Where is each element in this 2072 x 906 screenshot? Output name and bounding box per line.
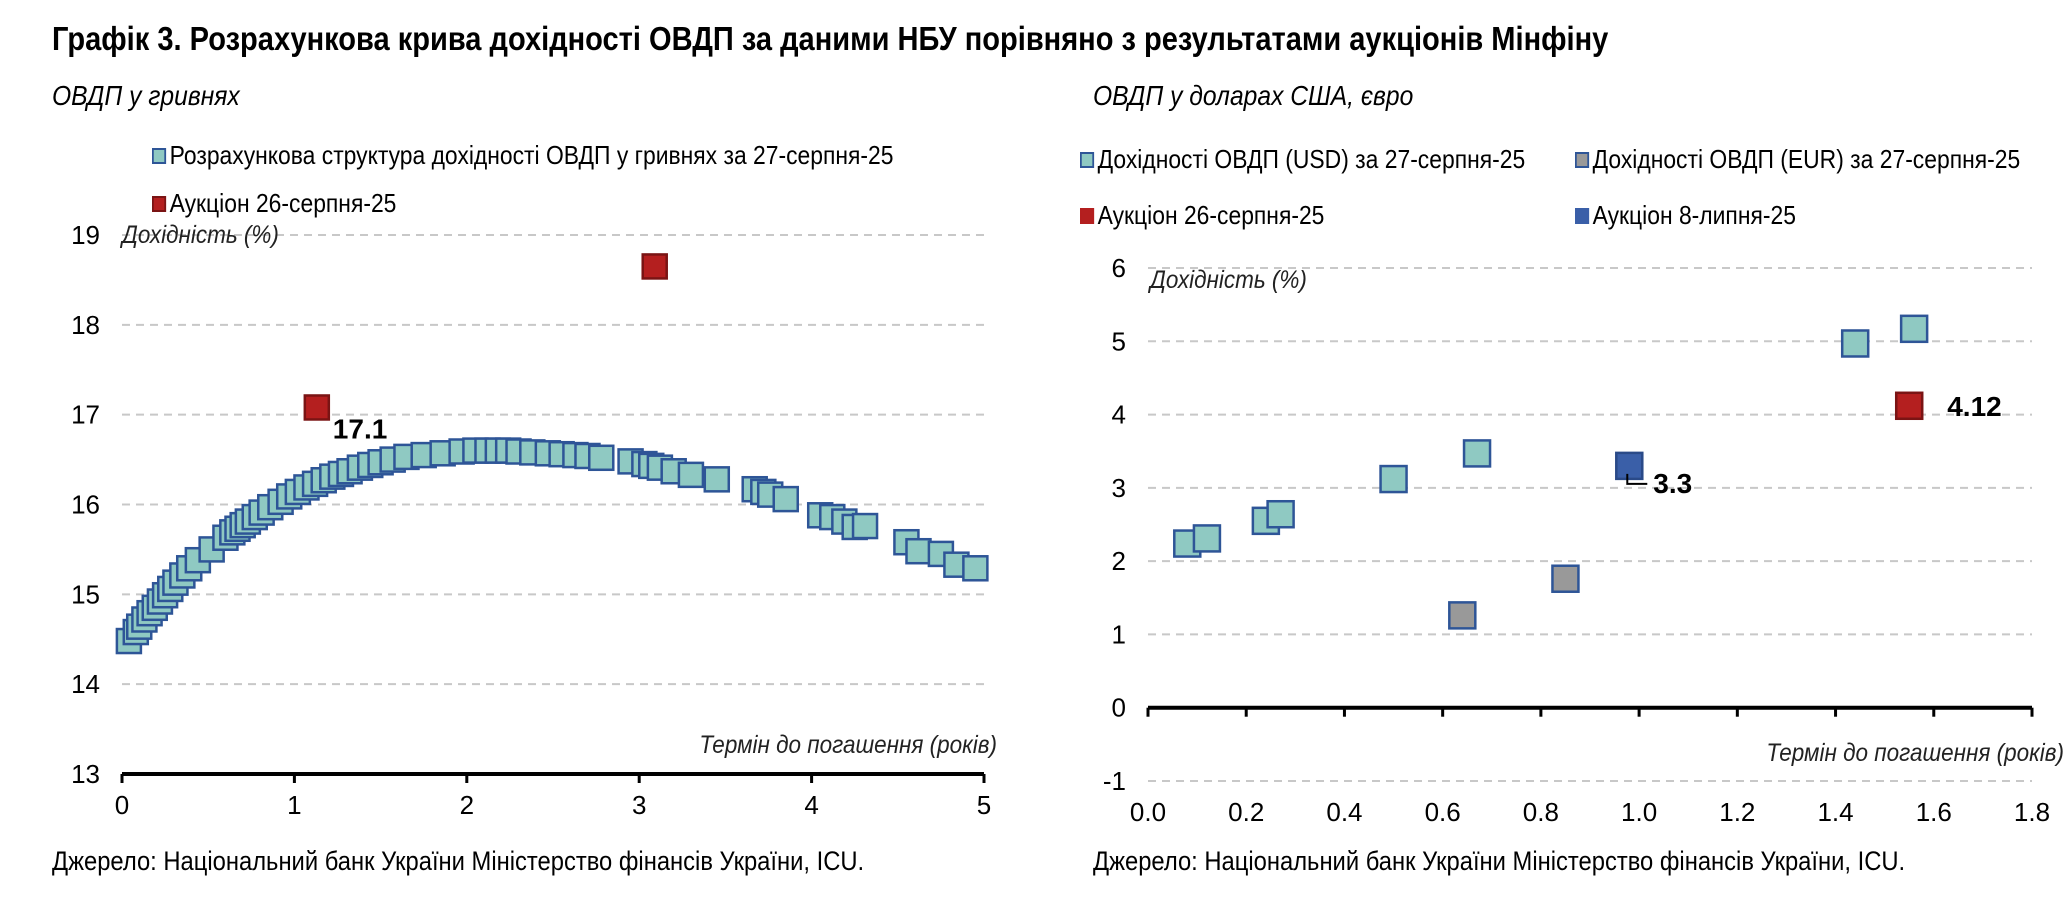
left-source-note: Джерело: Національний банк України Мініс…	[52, 846, 865, 876]
x-tick-label: 0.4	[1326, 797, 1362, 827]
legend-label: Аукціон 8-липня-25	[1592, 200, 1796, 230]
data-point-series-0	[1462, 439, 1492, 468]
y-tick-label: -1	[1103, 766, 1126, 796]
uah-yield-chart: 13 14 15 16 17 18 19 0 1 2 3 4 5 Дохідність (%) Термін…	[71, 220, 997, 820]
y-tick-label: 15	[71, 579, 100, 609]
chart-title: Графік 3. Розрахункова крива дохідності …	[52, 20, 1609, 57]
x-tick-label: 0.6	[1425, 797, 1461, 827]
data-point-series-0	[703, 466, 731, 493]
legend-swatch	[1575, 207, 1590, 224]
legend-swatch	[1080, 151, 1095, 168]
y-tick-label: 6	[1112, 253, 1126, 283]
x-tick-label: 0.8	[1523, 797, 1559, 827]
legend-item-uah-curve: Розрахункова структура дохідності ОВДП у…	[152, 140, 893, 171]
y-tick-label: 3	[1112, 473, 1126, 503]
x-tick-label: 1.2	[1719, 797, 1755, 827]
x-axis-title: Термін до погашення (років)	[1766, 739, 2064, 767]
data-point-series-0	[1192, 524, 1222, 553]
data-point-series-0	[588, 444, 615, 472]
x-tick-label: 0	[115, 790, 129, 820]
legend-swatch	[1080, 207, 1095, 224]
legend-item-auction-aug: Аукціон 26-серпня-25	[152, 188, 396, 219]
right-source-note: Джерело: Національний банк України Мініс…	[1093, 846, 1906, 876]
x-axis-title: Термін до погашення (років)	[699, 731, 997, 759]
legend-label: Аукціон 26-серпня-25	[169, 188, 397, 218]
legend-swatch	[152, 147, 167, 164]
data-point-series-1	[303, 394, 331, 421]
y-tick-label: 1	[1112, 619, 1126, 649]
left-subtitle: ОВДП у гривнях	[52, 80, 240, 111]
y-tick-label: 19	[71, 220, 100, 250]
data-point-series-1	[1551, 564, 1580, 593]
data-point-series-0	[677, 461, 705, 489]
data-point-series-1	[1448, 601, 1477, 630]
y-tick-label: 16	[71, 490, 100, 520]
x-tick-label: 0.0	[1130, 797, 1166, 827]
data-point-series-2	[1894, 391, 1924, 421]
data-label: 3.3	[1653, 468, 1692, 499]
y-tick-label: 14	[71, 669, 100, 699]
data-point-series-0	[962, 555, 989, 582]
legend-item-auction-jul: Аукціон 8-липня-25	[1575, 200, 1796, 231]
data-point-series-0	[1899, 314, 1929, 344]
annotation-leader	[1626, 473, 1648, 485]
legend-swatch	[1575, 151, 1590, 168]
data-label: 4.12	[1947, 391, 2002, 422]
x-tick-label: 3	[632, 790, 646, 820]
y-axis-title: Дохідність (%)	[1147, 266, 1307, 294]
x-tick-label: 4	[804, 790, 818, 820]
legend-label: Дохідності ОВДП (EUR) за 27-серпня-25	[1592, 144, 2021, 174]
y-tick-label: 5	[1112, 326, 1126, 356]
legend-label: Дохідності ОВДП (USD) за 27-серпня-25	[1097, 144, 1526, 174]
x-tick-label: 2	[460, 790, 474, 820]
data-point-series-0	[1266, 499, 1295, 529]
y-tick-label: 18	[71, 310, 100, 340]
right-subtitle: ОВДП у доларах США, євро	[1093, 80, 1414, 111]
fx-yield-chart: -1 0 1 2 3 4 5 6 0.0 0.2 0.4 0.6 0.8 1.0 1.2 1.4 1.6 1.8 Д…	[1103, 253, 2064, 827]
legend-label: Аукціон 26-серпня-25	[1097, 200, 1325, 230]
legend-item-usd: Дохідності ОВДП (USD) за 27-серпня-25	[1080, 144, 1525, 175]
y-axis-title: Дохідність (%)	[119, 221, 279, 249]
y-tick-label: 13	[71, 759, 100, 789]
data-label: 17.1	[333, 413, 388, 444]
y-tick-label: 2	[1112, 546, 1126, 576]
y-tick-label: 4	[1112, 400, 1126, 430]
data-point-series-0	[772, 485, 799, 513]
x-tick-label: 1.4	[1817, 797, 1853, 827]
data-point-series-0	[1379, 464, 1408, 494]
x-tick-label: 1.0	[1621, 797, 1657, 827]
data-point-series-3	[1615, 451, 1644, 481]
legend-item-eur: Дохідності ОВДП (EUR) за 27-серпня-25	[1575, 144, 2020, 175]
x-tick-label: 1.6	[1916, 797, 1952, 827]
y-tick-label: 17	[71, 400, 100, 430]
data-point-series-1	[641, 253, 668, 280]
data-point-series-0	[851, 512, 879, 540]
legend-swatch	[152, 195, 167, 212]
y-tick-label: 0	[1112, 693, 1126, 723]
legend-label: Розрахункова структура дохідності ОВДП у…	[169, 140, 894, 170]
legend-item-auction-aug-fx: Аукціон 26-серпня-25	[1080, 200, 1324, 231]
data-point-series-0	[1840, 329, 1870, 358]
x-tick-label: 0.2	[1228, 797, 1264, 827]
x-tick-label: 5	[977, 790, 991, 820]
x-tick-label: 1.8	[2014, 797, 2050, 827]
x-tick-label: 1	[287, 790, 301, 820]
